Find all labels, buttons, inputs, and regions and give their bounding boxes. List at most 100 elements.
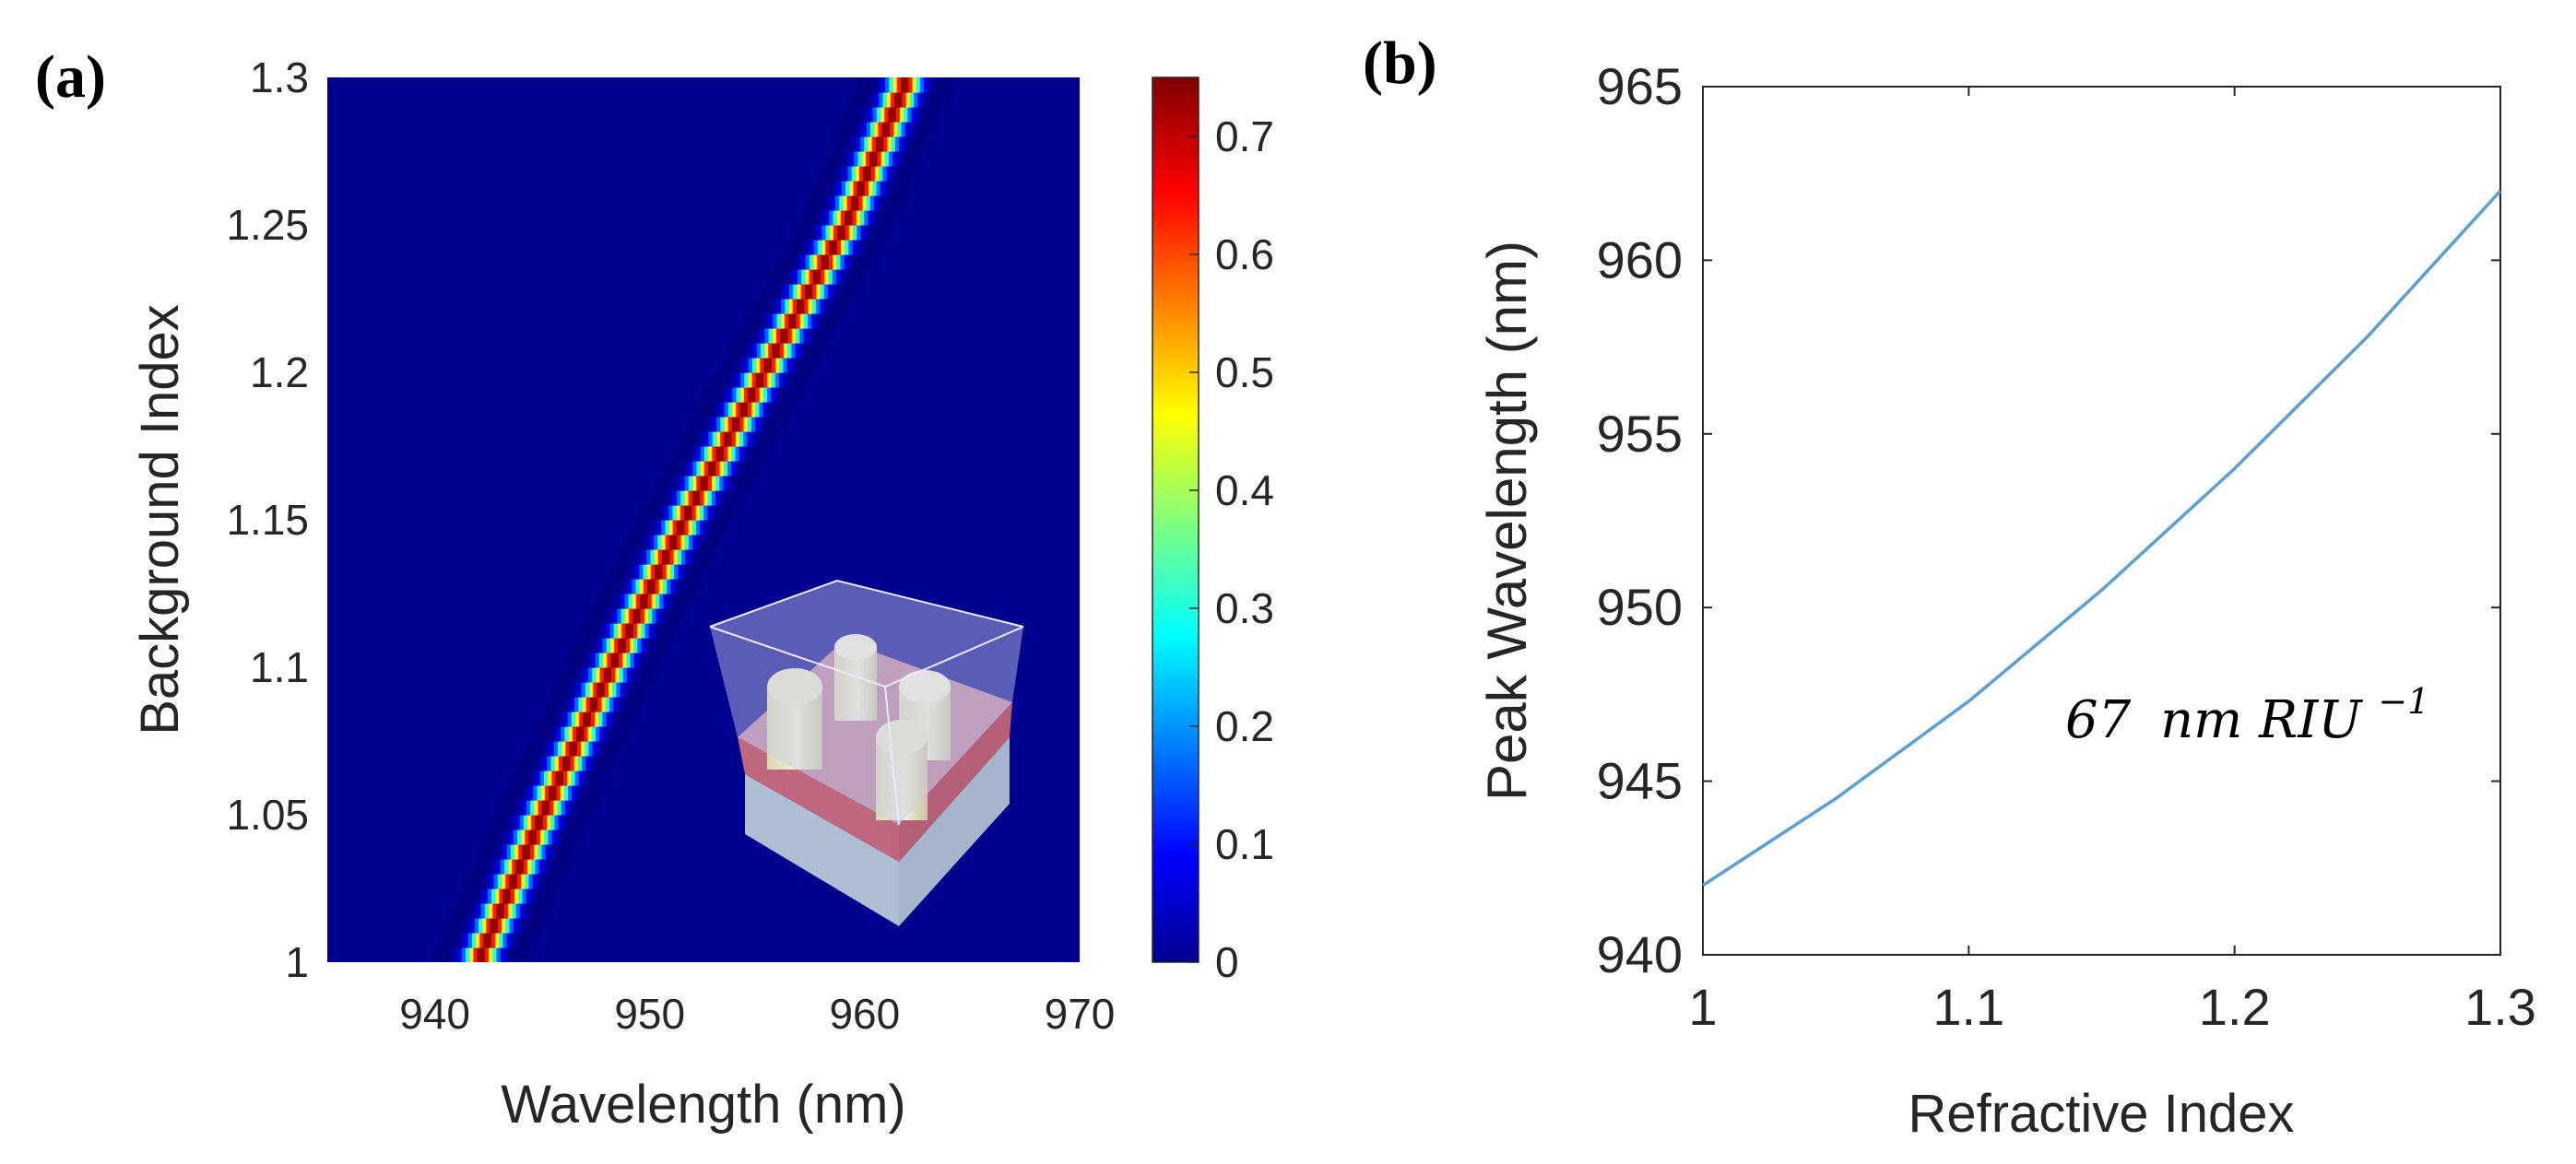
heatmap-cell <box>810 328 816 344</box>
heatmap-cell <box>711 505 716 521</box>
heatmap-cell <box>550 815 555 830</box>
heatmap-cell <box>816 269 821 285</box>
heatmap-cell <box>454 947 459 962</box>
heatmap-cell <box>808 195 813 211</box>
heatmap-cell <box>680 461 686 476</box>
heatmap-cell <box>783 372 787 388</box>
heatmap-cell <box>572 726 577 742</box>
heatmap-cell <box>576 667 582 683</box>
heatmap-cell <box>623 682 629 698</box>
heatmap-cell <box>594 697 598 712</box>
heatmap-cell <box>599 726 604 742</box>
heatmap-cell <box>558 815 563 830</box>
heatmap-cell <box>609 608 614 624</box>
heatmap-cell <box>535 859 540 875</box>
heatmap-cell <box>790 358 796 373</box>
heatmap-cell <box>809 269 814 285</box>
heatmap-cell <box>526 933 531 948</box>
heatmap-cell <box>562 697 568 712</box>
heatmap-cell <box>496 903 502 919</box>
heatmap-cell <box>638 667 644 683</box>
heatmap-cell <box>538 859 544 875</box>
heatmap-cell <box>821 240 826 255</box>
heatmap-cell <box>677 535 682 550</box>
heatmap-y-ticks: 1 1.05 1.1 1.15 1.2 1.25 1.3 <box>226 53 309 986</box>
heatmap-cell <box>805 269 810 285</box>
heatmap-cell <box>893 166 899 182</box>
heatmap-cell <box>555 770 561 786</box>
heatmap-cell <box>521 785 526 801</box>
heatmap-x-tick-label: 960 <box>829 990 900 1038</box>
heatmap-cell <box>770 417 775 432</box>
heatmap-cell <box>809 225 815 241</box>
heatmap-cell <box>811 299 817 314</box>
heatmap-cell <box>724 387 729 403</box>
heatmap-cell <box>613 608 619 624</box>
heatmap-cell <box>806 358 811 373</box>
heatmap-cell <box>484 947 490 962</box>
heatmap-cell <box>778 387 784 403</box>
heatmap-cell <box>573 682 578 698</box>
heatmap-cell <box>798 240 803 255</box>
heatmap-cell <box>749 328 754 344</box>
heatmap-cell <box>493 829 499 845</box>
heatmap-cell <box>489 859 493 875</box>
heatmap-cell <box>831 195 836 211</box>
heatmap-cell <box>467 918 472 934</box>
line-y-tick-label: 965 <box>1597 57 1683 115</box>
heatmap-cell <box>626 653 632 668</box>
heatmap-cell <box>547 697 552 712</box>
heatmap-cell <box>874 195 879 211</box>
heatmap-cell <box>711 520 716 535</box>
heatmap-cell <box>633 520 639 535</box>
heatmap-cell <box>821 269 825 285</box>
heatmap-cell <box>886 166 892 182</box>
heatmap-cell <box>461 947 467 962</box>
heatmap-cell <box>754 461 760 476</box>
heatmap-cell <box>882 166 888 182</box>
heatmap-cell <box>518 888 524 904</box>
heatmap-cell <box>834 299 840 314</box>
heatmap-cell <box>729 343 734 359</box>
heatmap-cell <box>530 741 536 757</box>
heatmap-cell <box>663 594 668 609</box>
heatmap-cell <box>567 829 573 845</box>
heatmap-cell <box>893 122 898 137</box>
heatmap-cell <box>477 859 482 875</box>
heatmap-cell <box>646 564 652 580</box>
heatmap-cell <box>856 240 861 255</box>
heatmap-cell <box>518 844 524 860</box>
colorbar-tick-label: 0.5 <box>1215 348 1274 396</box>
heatmap-cell <box>677 461 682 476</box>
line-y-tick-label: 945 <box>1597 752 1683 810</box>
heatmap-cell <box>900 107 904 123</box>
heatmap-cell <box>718 505 724 521</box>
heatmap-cell <box>731 476 736 491</box>
colorbar-tick-label: 0 <box>1215 938 1239 986</box>
heatmap-cell <box>832 166 837 182</box>
heatmap-cell <box>479 888 485 904</box>
heatmap-cell <box>892 151 898 167</box>
heatmap-cell <box>570 682 574 698</box>
heatmap-cell <box>632 682 636 698</box>
heatmap-cell <box>605 594 610 609</box>
heatmap-cell <box>720 402 726 417</box>
heatmap-cell <box>601 608 607 624</box>
heatmap-cell <box>679 608 684 624</box>
heatmap-cell <box>876 107 881 123</box>
heatmap-cell <box>548 711 553 727</box>
heatmap-cell <box>611 564 617 580</box>
heatmap-cell <box>806 210 810 226</box>
heatmap-cell <box>735 431 740 447</box>
heatmap-cell <box>830 181 834 196</box>
heatmap-cell <box>595 653 600 668</box>
heatmap-cell <box>680 476 686 491</box>
heatmap-cell <box>873 77 879 93</box>
heatmap-cell <box>733 343 739 359</box>
heatmap-cell <box>699 505 704 521</box>
heatmap-cell <box>657 549 663 565</box>
heatmap-cell <box>513 829 518 845</box>
heatmap-cell <box>701 549 705 565</box>
heatmap-cell <box>839 195 844 211</box>
heatmap-cell <box>503 815 509 830</box>
